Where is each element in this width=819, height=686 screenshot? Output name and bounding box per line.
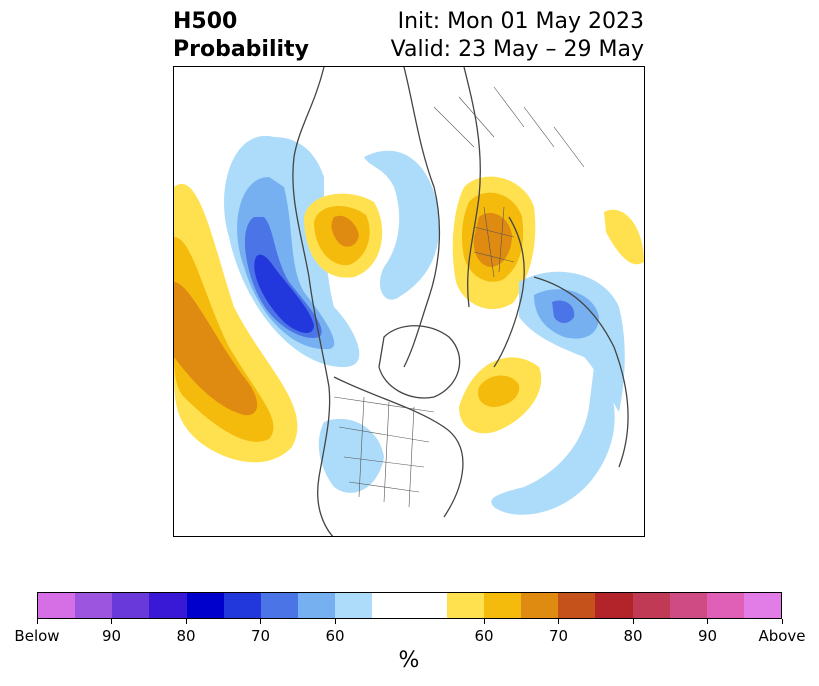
colorbar-swatch [483, 593, 522, 618]
colorbar-swatch [409, 593, 447, 618]
borders [333, 86, 585, 508]
map-svg [174, 67, 644, 536]
pacific-above-core [174, 282, 258, 416]
colorbar-swatch [669, 593, 707, 618]
scandinavia-below-core [552, 300, 575, 323]
colorbar-tick-label: 80 [623, 627, 643, 645]
init-date: Init: Mon 01 May 2023 [397, 9, 644, 34]
colorbar-tick [185, 619, 187, 624]
colorbar-swatch [595, 593, 633, 618]
title-line-1: H500 [173, 9, 238, 34]
colorbar-tick-label: 70 [548, 627, 569, 645]
colorbar-tick [558, 619, 559, 624]
siberia-above-core [331, 215, 359, 247]
colorbar-swatch [112, 593, 150, 618]
colorbar-tick [260, 619, 261, 624]
colorbar-tick-label: 70 [250, 627, 271, 645]
arctic-below-tongue [364, 150, 440, 300]
colorbar-unit: % [398, 648, 420, 673]
colorbar-swatch [260, 593, 299, 618]
colorbar-swatch [149, 593, 187, 618]
colorbar-swatch [38, 593, 76, 618]
east-asia-above [604, 209, 644, 265]
colorbar-tick [781, 619, 783, 624]
colorbar-tick [632, 619, 634, 624]
colorbar-tick [707, 619, 708, 624]
colorbar-tick-label: Below [14, 627, 60, 645]
date-info: Init: Mon 01 May 2023 Valid: 23 May – 29… [391, 8, 644, 64]
colorbar-tick-label: 60 [474, 627, 494, 645]
alaska-below-core [254, 254, 314, 333]
colorbar-tick-label: 90 [697, 627, 718, 645]
colorbar-swatch [743, 593, 782, 618]
colorbar-tick-label: Above [758, 627, 806, 645]
colorbar [37, 592, 782, 619]
colorbar-swatch [521, 593, 559, 618]
colorbar-swatch [446, 593, 484, 618]
colorbar-tick [334, 619, 336, 624]
labrador-above-core [478, 375, 520, 407]
map-title: H500 Probability [173, 8, 309, 64]
colorbar-tick [36, 619, 38, 624]
colorbar-swatch [186, 593, 224, 618]
probability-map [173, 66, 645, 537]
colorbar-tick-label: 60 [325, 627, 345, 645]
colorbar-swatch [223, 593, 261, 618]
colorbar-tick [483, 619, 485, 624]
colorbar-swatch [335, 593, 373, 618]
coastlines [292, 67, 629, 536]
colorbar-tick-label: 80 [176, 627, 196, 645]
colorbar-swatch [372, 593, 410, 618]
valid-date: Valid: 23 May – 29 May [390, 37, 644, 62]
colorbar-swatch [706, 593, 744, 618]
colorbar-swatch [75, 593, 113, 618]
colorbar-swatch [632, 593, 670, 618]
colorbar-tick [111, 619, 112, 624]
colorbar-swatch [558, 593, 596, 618]
atlantic-below-arc [491, 367, 615, 515]
colorbar-tick-label: 90 [101, 627, 122, 645]
title-line-2: Probability [173, 37, 309, 62]
colorbar-swatch [298, 593, 336, 618]
western-us-below [318, 418, 384, 493]
